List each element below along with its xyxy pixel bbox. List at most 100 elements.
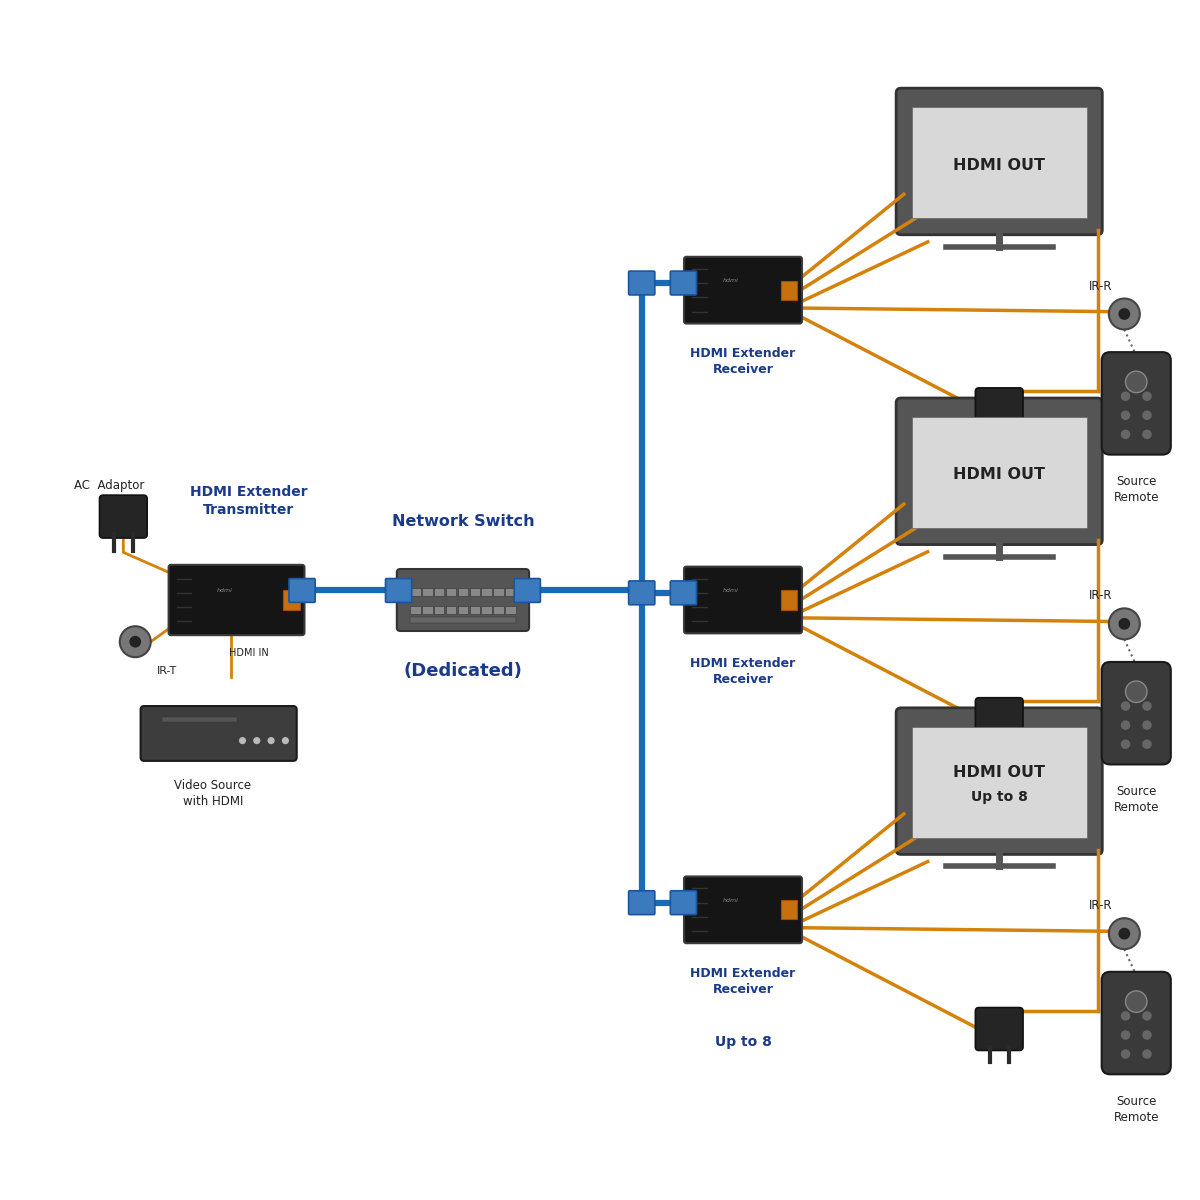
Text: IR-R: IR-R — [1088, 589, 1112, 602]
Circle shape — [1142, 410, 1152, 420]
Circle shape — [1109, 608, 1140, 640]
Text: HDMI OUT: HDMI OUT — [953, 766, 1045, 780]
Circle shape — [1121, 720, 1130, 730]
Circle shape — [1126, 682, 1147, 702]
Circle shape — [1121, 1049, 1130, 1058]
Bar — [469, 588, 480, 596]
FancyBboxPatch shape — [1102, 352, 1171, 455]
FancyBboxPatch shape — [896, 398, 1103, 545]
Circle shape — [1109, 918, 1140, 949]
Circle shape — [1118, 928, 1130, 940]
Circle shape — [1142, 739, 1152, 749]
Bar — [410, 588, 421, 596]
Bar — [445, 606, 456, 614]
FancyBboxPatch shape — [283, 590, 300, 610]
Text: Source
Remote: Source Remote — [1114, 475, 1159, 504]
Text: Up to 8: Up to 8 — [714, 1034, 772, 1049]
Circle shape — [1142, 1049, 1152, 1058]
Circle shape — [1121, 391, 1130, 401]
FancyBboxPatch shape — [780, 900, 797, 919]
Text: hdmi: hdmi — [217, 588, 233, 593]
Text: Network Switch: Network Switch — [391, 514, 534, 528]
Text: hdmi: hdmi — [724, 588, 739, 593]
Circle shape — [1121, 701, 1130, 710]
FancyBboxPatch shape — [169, 565, 305, 635]
FancyBboxPatch shape — [896, 708, 1103, 854]
Text: HDMI OUT: HDMI OUT — [953, 157, 1045, 173]
Text: Source
Remote: Source Remote — [1114, 1094, 1159, 1123]
FancyBboxPatch shape — [397, 569, 529, 631]
FancyBboxPatch shape — [629, 581, 655, 605]
FancyBboxPatch shape — [629, 271, 655, 295]
Bar — [410, 617, 516, 623]
FancyBboxPatch shape — [671, 581, 696, 605]
Circle shape — [1142, 1012, 1152, 1021]
FancyBboxPatch shape — [976, 1008, 1024, 1050]
Text: hdmi: hdmi — [724, 898, 739, 902]
FancyBboxPatch shape — [912, 107, 1087, 218]
FancyBboxPatch shape — [1102, 972, 1171, 1074]
FancyBboxPatch shape — [976, 697, 1024, 740]
Circle shape — [1121, 410, 1130, 420]
Bar — [162, 716, 236, 721]
Text: HDMI Extender
Transmitter: HDMI Extender Transmitter — [190, 485, 307, 516]
Text: IR-R: IR-R — [1088, 280, 1112, 293]
Circle shape — [1126, 371, 1147, 392]
Circle shape — [1118, 308, 1130, 320]
Circle shape — [282, 737, 289, 744]
Text: IR-T: IR-T — [157, 666, 176, 676]
FancyBboxPatch shape — [976, 388, 1024, 431]
Bar — [493, 588, 504, 596]
Bar — [481, 606, 492, 614]
Circle shape — [130, 636, 142, 648]
Text: IR-R: IR-R — [1088, 899, 1112, 912]
Circle shape — [1142, 701, 1152, 710]
FancyBboxPatch shape — [140, 706, 296, 761]
Bar — [433, 588, 444, 596]
Bar — [505, 588, 516, 596]
FancyBboxPatch shape — [385, 578, 412, 602]
Circle shape — [1142, 1030, 1152, 1039]
FancyBboxPatch shape — [896, 88, 1103, 235]
Text: (Dedicated): (Dedicated) — [403, 662, 522, 680]
Bar — [422, 606, 432, 614]
Bar — [422, 588, 432, 596]
Circle shape — [1121, 1012, 1130, 1021]
Circle shape — [1121, 739, 1130, 749]
Circle shape — [1109, 299, 1140, 330]
FancyBboxPatch shape — [780, 590, 797, 610]
FancyBboxPatch shape — [684, 566, 802, 634]
Bar — [493, 606, 504, 614]
FancyBboxPatch shape — [912, 418, 1087, 528]
FancyBboxPatch shape — [289, 578, 316, 602]
Circle shape — [253, 737, 260, 744]
FancyBboxPatch shape — [684, 257, 802, 324]
FancyBboxPatch shape — [100, 496, 148, 538]
FancyBboxPatch shape — [671, 890, 696, 914]
FancyBboxPatch shape — [1102, 662, 1171, 764]
Bar — [505, 606, 516, 614]
Bar — [457, 606, 468, 614]
Circle shape — [120, 626, 151, 658]
FancyBboxPatch shape — [671, 271, 696, 295]
Circle shape — [1118, 618, 1130, 630]
Circle shape — [1142, 391, 1152, 401]
Text: Video Source
with HDMI: Video Source with HDMI — [174, 779, 251, 808]
Text: AC  Adaptor: AC Adaptor — [74, 479, 144, 492]
FancyBboxPatch shape — [912, 727, 1087, 838]
Bar — [481, 588, 492, 596]
FancyBboxPatch shape — [629, 890, 655, 914]
Bar — [469, 606, 480, 614]
FancyBboxPatch shape — [514, 578, 540, 602]
Text: HDMI Extender
Receiver: HDMI Extender Receiver — [690, 658, 796, 686]
FancyBboxPatch shape — [780, 281, 797, 300]
Text: HDMI IN: HDMI IN — [228, 648, 269, 658]
Text: HDMI Extender
Receiver: HDMI Extender Receiver — [690, 967, 796, 996]
Bar — [433, 606, 444, 614]
Circle shape — [1126, 991, 1147, 1013]
Circle shape — [1142, 720, 1152, 730]
Text: HDMI OUT: HDMI OUT — [953, 467, 1045, 482]
FancyBboxPatch shape — [684, 876, 802, 943]
Circle shape — [1121, 1030, 1130, 1039]
Circle shape — [239, 737, 246, 744]
